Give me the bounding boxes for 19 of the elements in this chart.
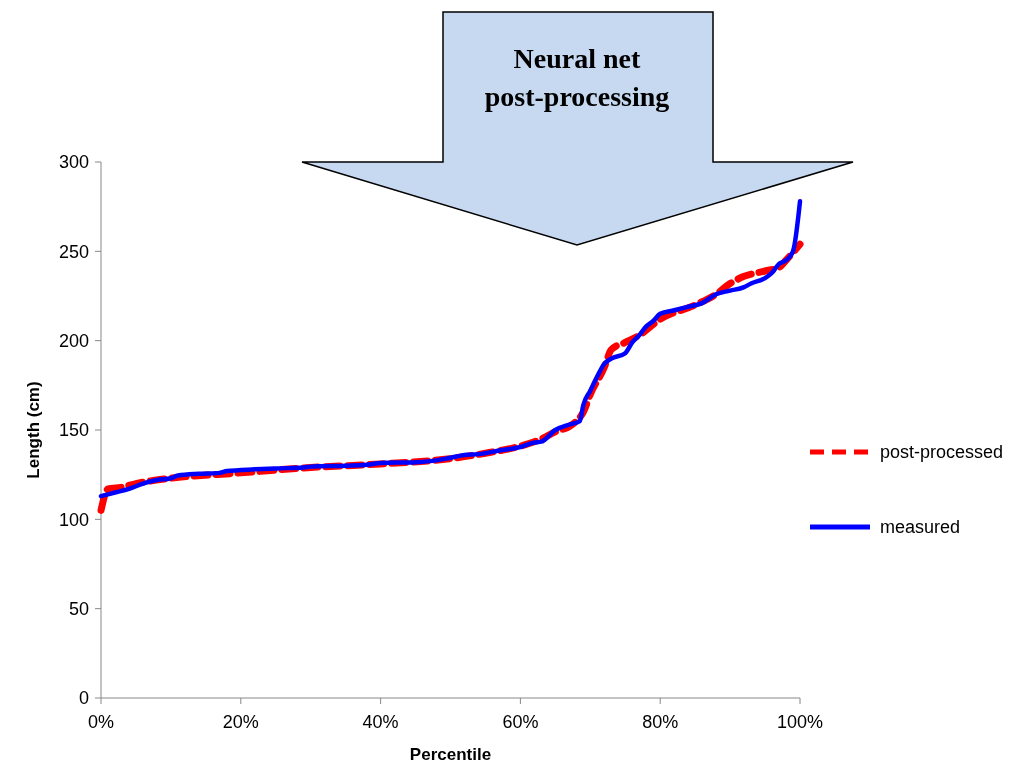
x-tick-label: 20%	[222, 712, 259, 732]
y-tick-label: 0	[78, 688, 89, 709]
legend-label: measured	[880, 517, 961, 538]
legend-label: post-processed	[880, 442, 1004, 463]
x-tick-label: 60%	[502, 712, 539, 732]
x-tick-label: 40%	[362, 712, 399, 732]
line-series	[98, 199, 803, 499]
y-tick-label: 50	[68, 598, 89, 619]
y-tick-label: 100	[58, 509, 89, 530]
text: Neural net post-processing	[484, 43, 670, 112]
y-tick-label: 150	[58, 420, 89, 441]
y-tick-label: 200	[58, 330, 89, 351]
y-tick-label: 300	[58, 152, 89, 173]
x-tick-label: 0%	[87, 712, 115, 732]
x-tick-label: 80%	[642, 712, 679, 732]
x-tick-label: 100%	[776, 712, 824, 732]
x-axis-title: Percentile	[409, 745, 492, 764]
y-tick-label: 250	[58, 241, 89, 262]
y-axis-title: Length (cm)	[24, 381, 43, 479]
